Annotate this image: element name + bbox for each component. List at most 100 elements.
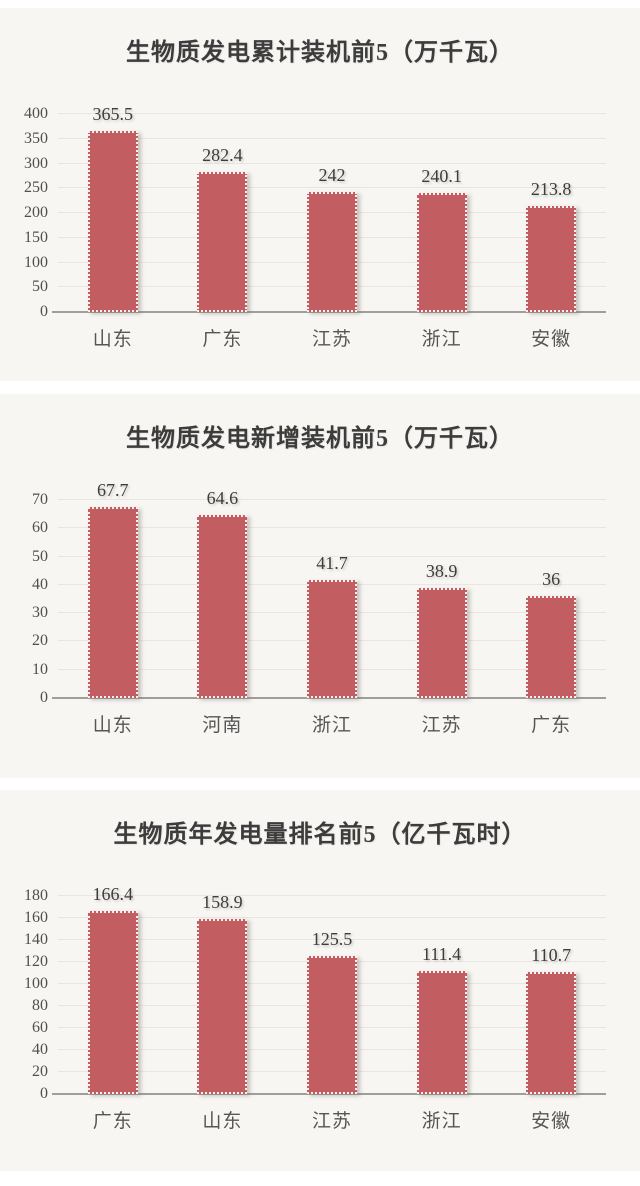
x-axis-line — [52, 1093, 606, 1095]
y-axis-tick-label: 10 — [32, 660, 48, 678]
gridline — [58, 555, 606, 557]
bar-slot: 166.4 — [58, 885, 168, 1094]
y-axis-tick-label: 180 — [24, 887, 48, 904]
bar-slot: 213.8 — [496, 114, 606, 312]
y-axis-tick-label: 140 — [24, 931, 48, 948]
bar-slot: 41.7 — [277, 500, 387, 698]
y-axis-tick-label: 200 — [24, 204, 48, 221]
x-axis-category-label: 广东 — [92, 1111, 133, 1132]
y-axis-tick-label: 0 — [40, 1085, 48, 1102]
bar-slot: 365.5 — [58, 105, 168, 312]
bar-山东 — [87, 131, 138, 312]
bar-value-label: 166.4 — [92, 883, 134, 904]
bar-slot: 38.9 — [387, 500, 497, 698]
y-axis-tick-label: 150 — [24, 228, 48, 246]
bar-山东 — [197, 919, 248, 1094]
x-axis-category-label: 山东 — [202, 1111, 243, 1132]
plot-area: 0 50 100 150 200 250 300 350 400 365.5 282.4 242 240… — [24, 105, 606, 350]
x-axis-category-label: 山东 — [92, 715, 133, 736]
bar-slot: 36 — [496, 500, 606, 698]
bar-slot: 158.9 — [168, 892, 278, 1094]
bar-江苏 — [306, 955, 357, 1094]
y-axis-tick-label: 400 — [24, 105, 48, 122]
bar-value-label: 213.8 — [530, 179, 572, 200]
bars-container: 365.5 282.4 242 240.1 213.8 — [58, 105, 606, 312]
bar-slot: 110.7 — [496, 896, 606, 1094]
bar-value-label: 67.7 — [97, 479, 129, 500]
bar-slot: 240.1 — [387, 114, 497, 312]
y-axis-tick-label: 30 — [32, 604, 48, 622]
bar-value-label: 64.6 — [206, 488, 239, 509]
x-axis-category-label: 安徽 — [531, 329, 572, 350]
gridline — [58, 917, 606, 918]
bar-slot: 67.7 — [58, 481, 168, 698]
x-axis-category-label: 江苏 — [311, 329, 352, 350]
y-axis-tick-label: 350 — [24, 129, 48, 147]
x-axis-line — [52, 697, 606, 699]
bar-浙江 — [416, 193, 467, 312]
y-axis-tick-label: 0 — [40, 303, 48, 320]
bar-value-label: 282.4 — [202, 145, 243, 166]
y-axis-tick-label: 100 — [24, 975, 48, 992]
bar-value-label: 365.5 — [92, 104, 134, 125]
gridline — [58, 895, 606, 896]
y-axis-tick-label: 50 — [32, 547, 48, 565]
bar-slot: 111.4 — [387, 896, 497, 1094]
bars-container: 166.4 158.9 125.5 111.4 110.7 — [58, 885, 606, 1094]
bar-value-label: 111.4 — [421, 944, 462, 965]
bar-value-label: 125.5 — [311, 928, 353, 949]
bar-value-label: 242 — [318, 165, 346, 186]
bar-value-label: 158.9 — [202, 892, 243, 913]
bar-广东 — [87, 910, 138, 1094]
x-axis-category-label: 安徽 — [531, 1111, 572, 1132]
bar-山东 — [87, 506, 138, 698]
y-axis-tick-label: 60 — [32, 1019, 48, 1037]
gridline — [58, 162, 606, 164]
bar-value-label: 240.1 — [421, 166, 462, 187]
x-axis-category-label: 江苏 — [311, 1111, 352, 1132]
x-axis-category-label: 广东 — [202, 329, 243, 350]
bars-container: 67.7 64.6 41.7 38.9 36 — [58, 481, 606, 698]
gridline — [58, 113, 606, 114]
bar-value-label: 110.7 — [531, 945, 572, 966]
plot-area: 0 20 40 60 80 100 120 140 160 180 166.4 158.9 125.5 1… — [24, 885, 606, 1132]
x-axis-category-label: 浙江 — [311, 715, 352, 736]
bar-slot: 242 — [277, 114, 387, 312]
bar-广东 — [526, 596, 577, 698]
gridline — [58, 527, 606, 529]
y-axis-tick-label: 120 — [24, 953, 48, 971]
y-axis-tick-label: 50 — [32, 278, 48, 296]
bar-value-label: 38.9 — [425, 560, 458, 581]
y-axis-tick-label: 60 — [32, 519, 48, 537]
x-axis-category-row: 山东 广东 江苏 浙江 安徽 — [58, 324, 606, 351]
x-axis-category-label: 广东 — [531, 715, 572, 736]
gridline — [58, 939, 606, 940]
bar-value-label: 41.7 — [316, 553, 348, 574]
chart-title: 生物质年发电量排名前5（亿千瓦时） — [113, 822, 527, 848]
chart-panel-annual-generation: 生物质年发电量排名前5（亿千瓦时） 0 20 40 60 80 100 120 140 160 1… — [0, 790, 640, 1171]
bar-slot: 125.5 — [277, 896, 387, 1094]
bar-江苏 — [306, 192, 357, 312]
bar-浙江 — [416, 971, 467, 1094]
y-axis-tick-label: 0 — [40, 689, 48, 706]
gridline — [58, 499, 606, 500]
x-axis-category-label: 浙江 — [421, 329, 462, 350]
bar-广东 — [197, 172, 248, 312]
y-axis-tick-label: 300 — [24, 154, 48, 172]
bar-value-label: 36 — [542, 569, 561, 590]
y-axis-tick-label: 160 — [24, 909, 48, 926]
y-axis-tick-label: 20 — [32, 1063, 48, 1080]
bar-安徽 — [526, 206, 577, 312]
bar-浙江 — [306, 580, 357, 698]
bar-河南 — [197, 515, 248, 698]
gridline — [58, 137, 606, 139]
x-axis-category-row: 广东 山东 江苏 浙江 安徽 — [58, 1106, 606, 1133]
y-axis-tick-label: 40 — [32, 1041, 48, 1058]
y-axis-tick-label: 70 — [32, 491, 48, 508]
bar-slot: 64.6 — [168, 489, 278, 698]
chart-panel-new-installed-capacity: 生物质发电新增装机前5（万千瓦） 0 10 20 30 40 50 60 70 67.7 64.6… — [0, 394, 640, 778]
bar-江苏 — [416, 587, 467, 698]
bar-slot: 282.4 — [168, 114, 278, 312]
x-axis-line — [52, 311, 606, 313]
gridline — [58, 187, 606, 189]
